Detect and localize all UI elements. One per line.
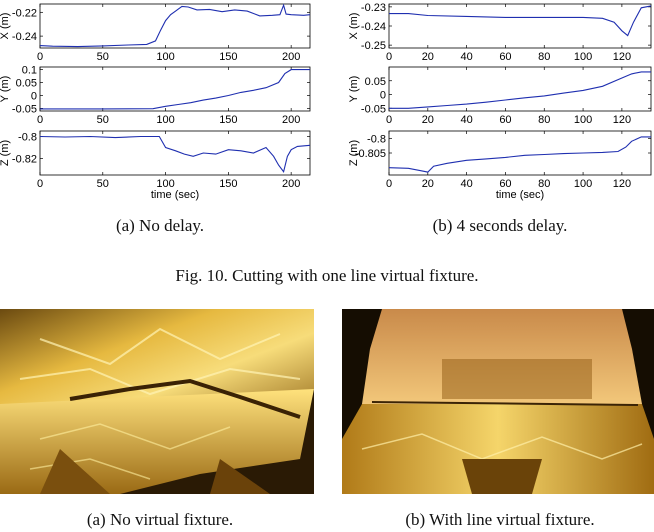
panel-b-y-ytick-label: -0.05: [361, 103, 386, 115]
panel-b-x-ylabel: X (m): [348, 13, 360, 40]
panel-b-z-series-line: [388, 136, 651, 173]
panel-b-y-series-line: [389, 71, 651, 109]
panel-b-x-ytick-label: -0.25: [361, 40, 386, 52]
panel-b-y-ytick-label: 0.05: [365, 76, 386, 88]
panel-b-y-xtick-label: 60: [499, 114, 511, 126]
panel-b-z-ytick-label: -0.805: [355, 148, 386, 160]
panel-b-caption: (b) 4 seconds delay.: [432, 216, 568, 235]
panel-b-x-ytick-label: -0.23: [361, 2, 386, 14]
panel-a-y-xtick-label: 200: [282, 114, 300, 126]
panel-a-caption: (a) No delay.: [115, 216, 205, 235]
panel-a-x-series-line: [39, 3, 311, 48]
panel-b-xlabel: time (sec): [496, 189, 544, 201]
panel-b-x-xtick-label: 60: [499, 51, 511, 63]
panel-b-x-ytick-label: -0.24: [361, 21, 386, 33]
panel-b-z-xtick-label: 100: [574, 178, 592, 190]
panel-a-z-xtick-label: 0: [37, 178, 43, 190]
panel-a-x-xtick-label: 0: [37, 51, 43, 63]
panel-b-z-xtick-label: 120: [613, 178, 631, 190]
panel-a-y-xtick-label: 0: [37, 114, 43, 126]
panel-a-y-ytick-label: 0.1: [22, 65, 37, 77]
panel-a-z-ytick-label: -0.82: [12, 154, 37, 166]
panel-a-z-frame: [39, 130, 311, 176]
panel-b-z-xtick-label: 60: [499, 178, 511, 190]
panel-a-z-xtick-label: 100: [156, 178, 174, 190]
panel-a-x-xtick-label: 200: [282, 51, 300, 63]
panel-b-x-frame: [388, 3, 652, 49]
panel-a-y-xtick-label: 50: [97, 114, 109, 126]
panel-b-y-ytick-label: 0: [380, 90, 386, 102]
panel-b-y-ylabel: Y (m): [348, 76, 360, 103]
panel-b-x-series-line: [389, 5, 652, 37]
panel-b-x-xtick-label: 100: [574, 51, 592, 63]
panel-b-y-xtick-label: 120: [613, 114, 631, 126]
line-fixture-cut-photo: [342, 309, 654, 494]
figure-10-caption: Fig. 10. Cutting with one line virtual f…: [175, 266, 479, 285]
panel-b-x-xtick-label: 80: [538, 51, 550, 63]
panel-a-y-ylabel: Y (m): [0, 76, 11, 103]
panel-a-y-frame: [39, 66, 311, 112]
panel-a-x-xtick-label: 50: [97, 51, 109, 63]
panel-a-x-ytick-label: -0.22: [12, 7, 37, 19]
panel-b-z-ylabel: Z (m): [348, 140, 360, 166]
panel-b-y-xtick-label: 100: [574, 114, 592, 126]
photo-b-caption: (b) With line virtual fixture.: [405, 510, 595, 529]
panel-b-z-xtick-label: 80: [538, 178, 550, 190]
panel-a-x-xtick-label: 100: [156, 51, 174, 63]
figure-10-charts: 0 50 100 150 200-0.22-0.24X (m)0 50 100 150 2000…: [0, 2, 652, 201]
panel-b-x-xtick-label: 120: [613, 51, 631, 63]
panel-b-y-frame: [388, 66, 652, 112]
panel-a-y-ytick-label: 0: [31, 90, 37, 102]
panel-a-z-xtick-label: 50: [97, 178, 109, 190]
panel-b-y-xtick-label: 80: [538, 114, 550, 126]
panel-a-y-series-line: [40, 69, 310, 110]
panel-b-z-ytick-label: -0.8: [367, 133, 386, 145]
panel-a-z-xtick-label: 200: [282, 178, 300, 190]
panel-b-x-xtick-label: 0: [386, 51, 392, 63]
panel-b-z-xtick-label: 40: [461, 178, 473, 190]
panel-b-x-xtick-label: 20: [422, 51, 434, 63]
panel-b-z-xtick-label: 20: [422, 178, 434, 190]
panel-b-y-xtick-label: 0: [386, 114, 392, 126]
panel-a-x-xtick-label: 150: [219, 51, 237, 63]
panel-a-z-ytick-label: -0.8: [18, 132, 37, 144]
panel-a-x-frame: [39, 3, 311, 49]
panel-a-z-xtick-label: 150: [219, 178, 237, 190]
panel-a-xlabel: time (sec): [151, 189, 199, 201]
no-fixture-cut-photo: [0, 309, 314, 494]
panel-a-y-ytick-label: -0.05: [12, 103, 37, 115]
panel-b-y-xtick-label: 20: [422, 114, 434, 126]
photo-a-caption: (a) No virtual fixture.: [86, 510, 234, 529]
panel-a-y-ytick-label: 0.05: [16, 78, 37, 90]
panel-a-z-ylabel: Z (m): [0, 140, 11, 166]
panel-a-y-xtick-label: 100: [156, 114, 174, 126]
panel-a-y-xtick-label: 150: [219, 114, 237, 126]
panel-a-x-ytick-label: -0.24: [12, 31, 37, 43]
panel-b-x-xtick-label: 40: [461, 51, 473, 63]
panel-a-z-series-line: [39, 135, 311, 173]
panel-a-x-ylabel: X (m): [0, 13, 11, 40]
panel-b-z-frame: [388, 130, 652, 176]
panel-b-z-xtick-label: 0: [386, 178, 392, 190]
panel-b-y-xtick-label: 40: [461, 114, 473, 126]
